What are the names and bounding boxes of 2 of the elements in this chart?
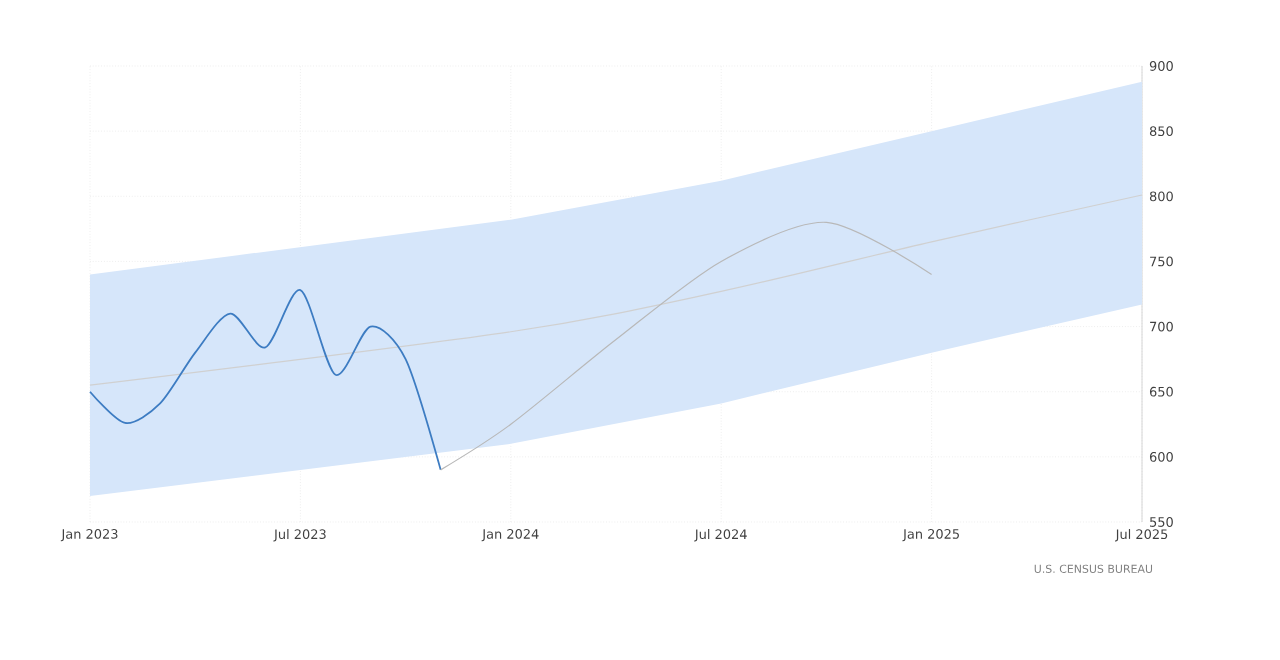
line-series [89, 289, 442, 471]
line-series [440, 221, 933, 471]
